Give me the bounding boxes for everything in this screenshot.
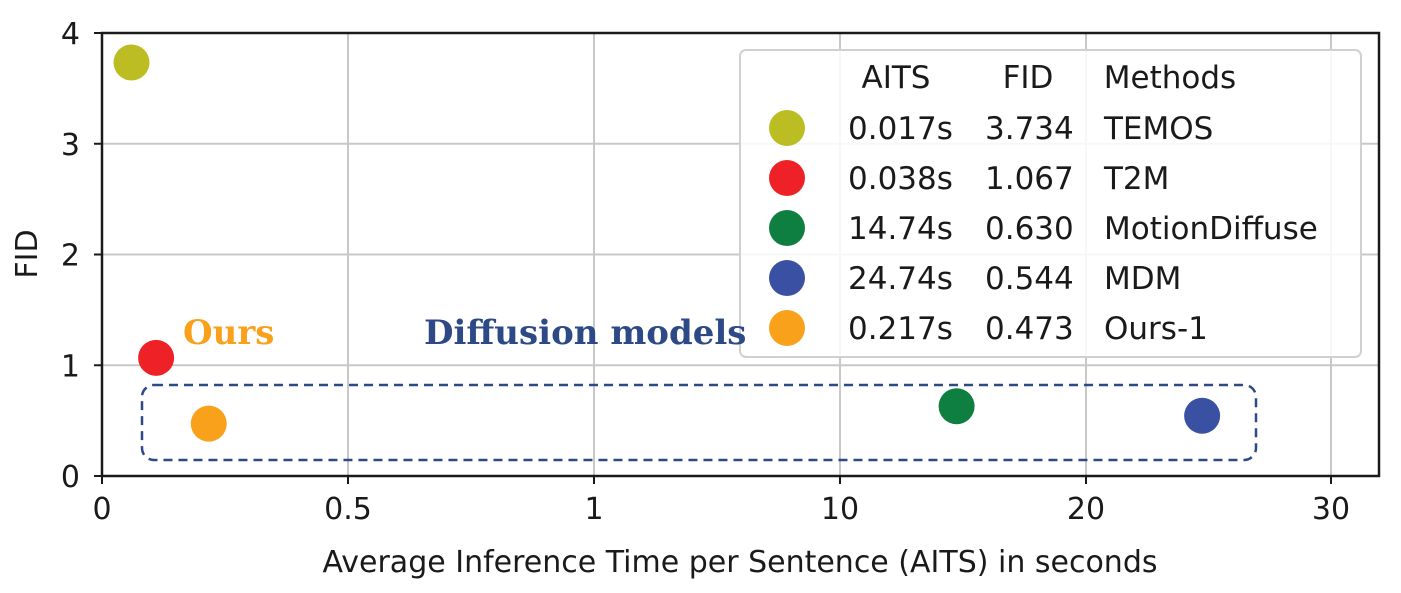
point-temos [113,44,150,81]
x-tick-label: 20 [1067,492,1105,527]
data-points [113,44,1221,442]
y-axis-ticks: 0 1 2 3 4 [61,17,102,495]
x-tick-label: 30 [1312,492,1350,527]
plot-frame [100,31,1381,478]
legend-header: AITS [862,60,931,96]
legend-fid: 0.544 [985,261,1074,297]
annotation-ours: Ours [183,313,274,353]
legend-method: TEMOS [1103,111,1213,147]
y-tick-label: 4 [61,17,80,52]
legend-marker [769,210,805,246]
legend-fid: 3.734 [985,111,1074,147]
annotation-diffusion-models: Diffusion models [424,313,746,353]
legend-aits: 24.74s [848,261,953,297]
legend-marker [769,310,805,346]
x-axis-ticks: 0 0.5 1 10 20 30 [92,476,1350,527]
y-axis-label: FID [10,229,45,278]
legend-method: T2M [1103,161,1169,197]
legend-frame [739,49,1362,358]
y-tick-label: 3 [61,128,80,163]
x-axis-label: Average Inference Time per Sentence (AIT… [323,545,1158,580]
legend-fid: 0.630 [985,211,1074,247]
legend-fid: 1.067 [985,161,1074,197]
x-tick-label: 0.5 [324,492,372,527]
point-ours-1 [190,405,227,442]
legend-aits: 0.017s [848,111,953,147]
legend-fid: 0.473 [985,311,1074,347]
legend-header: Methods [1104,60,1236,96]
legend-method: MDM [1104,261,1181,297]
y-tick-label: 1 [61,349,80,384]
x-tick-label: 10 [821,492,859,527]
x-tick-label: 0 [92,492,111,527]
legend: AITS FID Methods 0.017s 3.734 TEMOS 0.038s 1.06… [769,60,1318,347]
legend-marker [769,160,805,196]
y-tick-label: 2 [61,239,80,274]
legend-aits: 14.74s [848,211,953,247]
diffusion-models-box [140,383,1258,462]
point-t2m [138,339,175,376]
y-tick-label: 0 [61,460,80,495]
legend-marker [769,110,805,146]
point-motiondiffuse [938,388,975,425]
point-mdm [1184,397,1221,434]
legend-method: MotionDiffuse [1104,211,1318,247]
x-tick-label: 1 [584,492,603,527]
legend-marker [769,260,805,296]
legend-aits: 0.038s [848,161,953,197]
legend-aits: 0.217s [848,311,953,347]
legend-method: Ours-1 [1104,311,1208,347]
legend-header: FID [1003,60,1054,96]
